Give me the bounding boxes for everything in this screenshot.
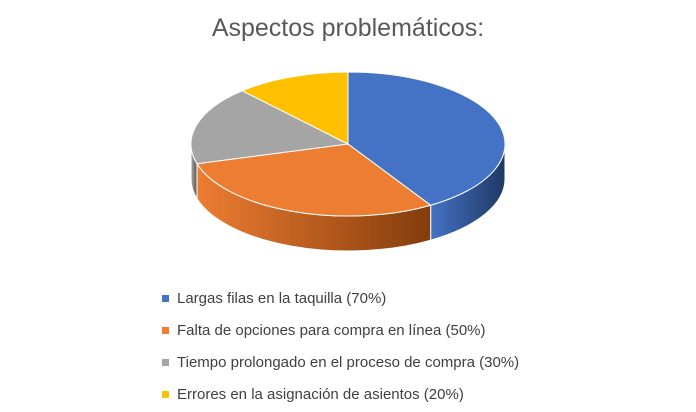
legend-item: Largas filas en la taquilla (70%)	[162, 282, 519, 314]
legend: Largas filas en la taquilla (70%) Falta d…	[162, 282, 519, 410]
legend-item: Tiempo prolongado en el proceso de compr…	[162, 346, 519, 378]
legend-label: Largas filas en la taquilla (70%)	[177, 289, 387, 307]
pie-slice-2	[190, 90, 350, 165]
legend-swatch	[162, 326, 169, 334]
legend-item: Errores en la asignación de asientos (20…	[162, 378, 519, 410]
pie-chart	[190, 71, 506, 252]
pie-slice-3	[241, 71, 349, 145]
chart-title: Aspectos problemáticos:	[211, 14, 485, 42]
legend-swatch	[162, 390, 169, 398]
legend-label: Tiempo prolongado en el proceso de compr…	[177, 353, 520, 371]
legend-label: Falta de opciones para compra en línea (…	[177, 321, 486, 339]
pie-slice-0	[347, 71, 506, 206]
legend-label: Errores en la asignación de asientos (20…	[177, 385, 464, 403]
legend-item: Falta de opciones para compra en línea (…	[162, 314, 519, 346]
pie-slice-1	[196, 143, 432, 217]
legend-swatch	[162, 358, 169, 366]
legend-swatch	[162, 294, 169, 302]
